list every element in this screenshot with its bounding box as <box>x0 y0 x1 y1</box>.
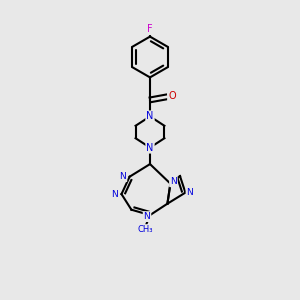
Text: N: N <box>120 172 126 181</box>
Text: F: F <box>147 24 153 34</box>
Text: N: N <box>112 190 118 199</box>
Text: N: N <box>187 188 193 197</box>
Text: N: N <box>170 177 177 186</box>
Text: O: O <box>168 91 176 101</box>
Text: CH₃: CH₃ <box>137 225 153 234</box>
Text: N: N <box>144 212 150 221</box>
Text: N: N <box>146 111 154 122</box>
Text: N: N <box>146 142 154 153</box>
